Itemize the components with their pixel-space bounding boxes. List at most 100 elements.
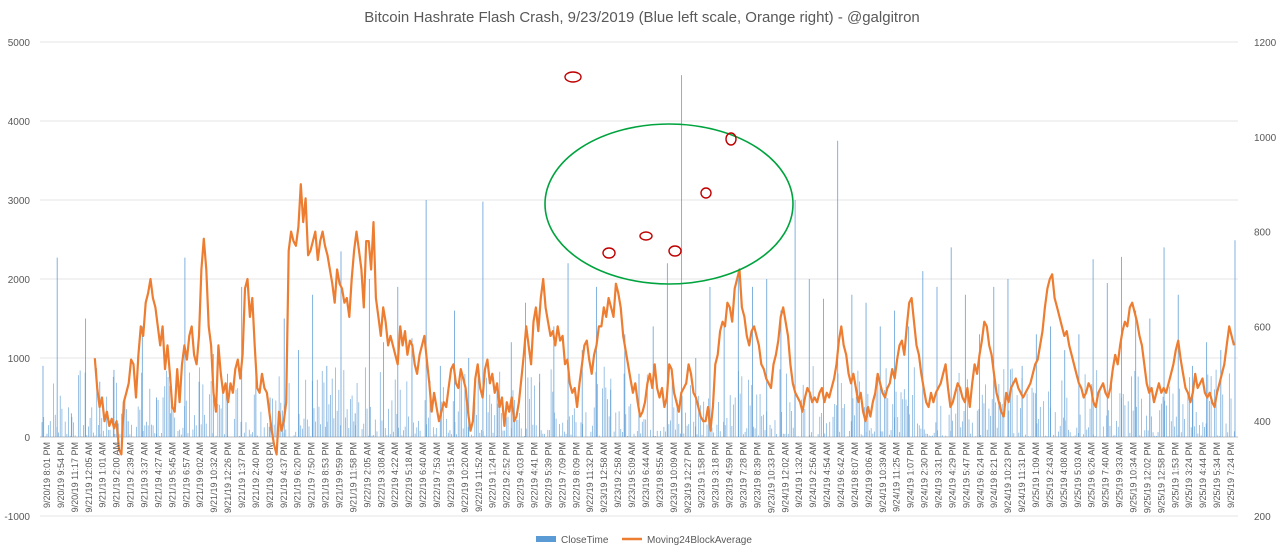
- closetime-bars: [41, 75, 1236, 437]
- x-tick-label: 9/21/19 6:57 AM: [181, 442, 191, 508]
- x-tick-label: 9/21/19 4:37 PM: [279, 442, 289, 508]
- x-tick-label: 9/23/19 10:09 AM: [669, 442, 679, 513]
- left-tick-label: 4000: [8, 117, 31, 128]
- x-tick-label: 9/21/19 7:50 PM: [307, 442, 317, 508]
- x-tick-label: 9/24/19 12:02 AM: [780, 442, 790, 513]
- x-tick-label: 9/23/19 12:27 PM: [683, 442, 693, 513]
- annotation-ellipse-red: [725, 132, 737, 146]
- x-tick-label: 9/22/19 10:20 AM: [460, 442, 470, 513]
- x-tick-label: 9/22/19 4:03 PM: [516, 442, 526, 508]
- x-tick-label: 9/23/19 7:28 PM: [738, 442, 748, 508]
- annotation-ellipse-red: [639, 231, 653, 241]
- left-tick-label: -1000: [4, 512, 30, 523]
- left-tick-label: 5000: [8, 38, 31, 49]
- x-tick-label: 9/25/19 4:44 PM: [1198, 442, 1208, 508]
- x-tick-label: 9/21/19 2:00 AM: [112, 442, 122, 508]
- x-tick-label: 9/24/19 2:30 PM: [920, 442, 930, 508]
- x-tick-label: 9/25/19 7:40 AM: [1101, 442, 1111, 508]
- x-tick-label: 9/23/19 4:59 PM: [725, 442, 735, 508]
- x-tick-label: 9/21/19 10:32 AM: [209, 442, 219, 513]
- x-tick-label: 9/23/19 8:55 AM: [655, 442, 665, 508]
- x-tick-label: 9/25/19 12:02 PM: [1142, 442, 1152, 513]
- x-tick-label: 9/22/19 4:41 PM: [530, 442, 540, 508]
- x-tick-label: 9/21/19 9:02 AM: [195, 442, 205, 508]
- x-tick-label: 9/23/19 8:39 PM: [752, 442, 762, 508]
- left-tick-label: 3000: [8, 196, 31, 207]
- x-tick-label: 9/23/19 12:58 AM: [599, 442, 609, 513]
- chart-title: Bitcoin Hashrate Flash Crash, 9/23/2019 …: [364, 9, 920, 26]
- x-tick-label: 9/25/19 10:34 AM: [1129, 442, 1139, 513]
- left-tick-label: 2000: [8, 275, 31, 286]
- x-tick-label: 9/21/19 4:03 PM: [265, 442, 275, 508]
- x-tick-label: 9/25/19 4:08 AM: [1059, 442, 1069, 508]
- x-tick-label: 9/21/19 2:40 PM: [251, 442, 261, 508]
- x-tick-label: 9/24/19 1:32 AM: [794, 442, 804, 508]
- x-tick-label: 9/24/19 11:25 AM: [892, 442, 902, 512]
- x-tick-label: 9/21/19 1:37 PM: [237, 442, 247, 508]
- annotations: [544, 71, 794, 285]
- legend: CloseTime Moving24BlockAverage: [536, 535, 752, 546]
- x-tick-label: 9/21/19 12:05 AM: [84, 442, 94, 513]
- x-tick-label: 9/25/19 7:24 PM: [1226, 442, 1236, 508]
- x-tick-label: 9/21/19 6:20 PM: [293, 442, 303, 508]
- x-tick-label: 9/25/19 6:26 AM: [1087, 442, 1097, 508]
- x-tick-label: 9/21/19 3:37 AM: [139, 442, 149, 508]
- x-tick-label: 9/23/19 10:33 PM: [766, 442, 776, 513]
- x-tick-label: 9/21/19 8:53 PM: [321, 442, 331, 508]
- right-tick-label: 200: [1254, 512, 1271, 523]
- x-tick-label: 9/22/19 5:39 PM: [543, 442, 553, 508]
- x-tick-label: 9/22/19 6:40 AM: [418, 442, 428, 508]
- x-tick-label: 9/22/19 3:08 AM: [376, 442, 386, 508]
- x-tick-label: 9/21/19 11:58 PM: [348, 442, 358, 512]
- x-tick-label: 9/24/19 5:47 PM: [961, 442, 971, 508]
- x-tick-label: 9/24/19 4:54 AM: [822, 442, 832, 508]
- annotation-ellipse-red: [564, 71, 582, 83]
- x-tick-label: 9/25/19 1:53 PM: [1170, 442, 1180, 508]
- x-tick-label: 9/22/19 1:24 PM: [488, 442, 498, 508]
- x-tick-label: 9/23/19 1:58 PM: [697, 442, 707, 508]
- x-tick-label: 9/21/19 4:27 AM: [153, 442, 163, 508]
- x-tick-label: 9/24/19 2:56 AM: [808, 442, 818, 508]
- x-tick-label: 9/22/19 5:18 AM: [404, 442, 414, 508]
- x-tick-label: 9/25/19 9:33 AM: [1115, 442, 1125, 508]
- x-tick-label: 9/22/19 9:15 AM: [446, 442, 456, 508]
- left-axis-ticks: -1000 0 1000 2000 3000 4000 5000: [4, 38, 30, 523]
- x-tick-label: 9/22/19 4:22 AM: [390, 442, 400, 508]
- x-tick-label: 9/23/19 6:44 AM: [641, 442, 651, 508]
- x-tick-label: 9/25/19 2:43 AM: [1045, 442, 1055, 508]
- x-tick-label: 9/22/19 11:52 AM: [474, 442, 484, 512]
- right-tick-label: 600: [1254, 322, 1271, 333]
- right-tick-label: 1200: [1254, 38, 1277, 49]
- x-tick-label: 9/20/19 11:17 PM: [70, 442, 80, 512]
- x-tick-label: 9/24/19 8:21 PM: [989, 442, 999, 508]
- right-tick-label: 400: [1254, 417, 1271, 428]
- x-tick-label: 9/24/19 9:06 AM: [864, 442, 874, 508]
- x-tick-label: 9/22/19 11:32 PM: [585, 442, 595, 512]
- annotation-ellipse-red: [668, 245, 682, 257]
- x-tick-label: 9/20/19 9:54 PM: [56, 442, 66, 508]
- x-axis-tick-labels: 9/20/19 8:01 PM 9/20/19 9:54 PM 9/20/19 11…: [42, 442, 1236, 513]
- left-tick-label: 1000: [8, 354, 31, 365]
- annotation-ellipse-red: [602, 247, 616, 259]
- x-tick-label: 9/21/19 2:39 AM: [126, 442, 136, 508]
- right-tick-label: 800: [1254, 228, 1271, 239]
- left-tick-label: 0: [24, 433, 30, 444]
- x-tick-label: 9/21/19 1:01 AM: [98, 442, 108, 508]
- x-tick-label: 9/22/19 2:52 PM: [502, 442, 512, 508]
- x-tick-label: 9/24/19 11:31 PM: [1017, 442, 1027, 512]
- right-tick-label: 1000: [1254, 133, 1277, 144]
- x-tick-label: 9/24/19 1:07 PM: [906, 442, 916, 508]
- x-tick-label: 9/22/19 8:09 PM: [571, 442, 581, 508]
- x-tick-label: 9/24/19 8:07 AM: [850, 442, 860, 508]
- legend-label-closetime: CloseTime: [561, 535, 609, 546]
- x-tick-label: 9/24/19 6:24 PM: [975, 442, 985, 508]
- x-tick-label: 9/25/19 3:24 PM: [1184, 442, 1194, 508]
- legend-swatch-closetime: [536, 536, 556, 542]
- right-axis-ticks: 200 400 600 800 1000 1200: [1254, 38, 1277, 523]
- x-tick-label: 9/25/19 5:03 AM: [1073, 442, 1083, 508]
- x-tick-label: 9/24/19 4:29 PM: [947, 442, 957, 508]
- x-tick-label: 9/23/19 3:18 PM: [711, 442, 721, 508]
- x-tick-label: 9/24/19 3:31 PM: [934, 442, 944, 508]
- moving-average-line: [93, 183, 1236, 456]
- x-tick-label: 9/20/19 8:01 PM: [42, 442, 52, 508]
